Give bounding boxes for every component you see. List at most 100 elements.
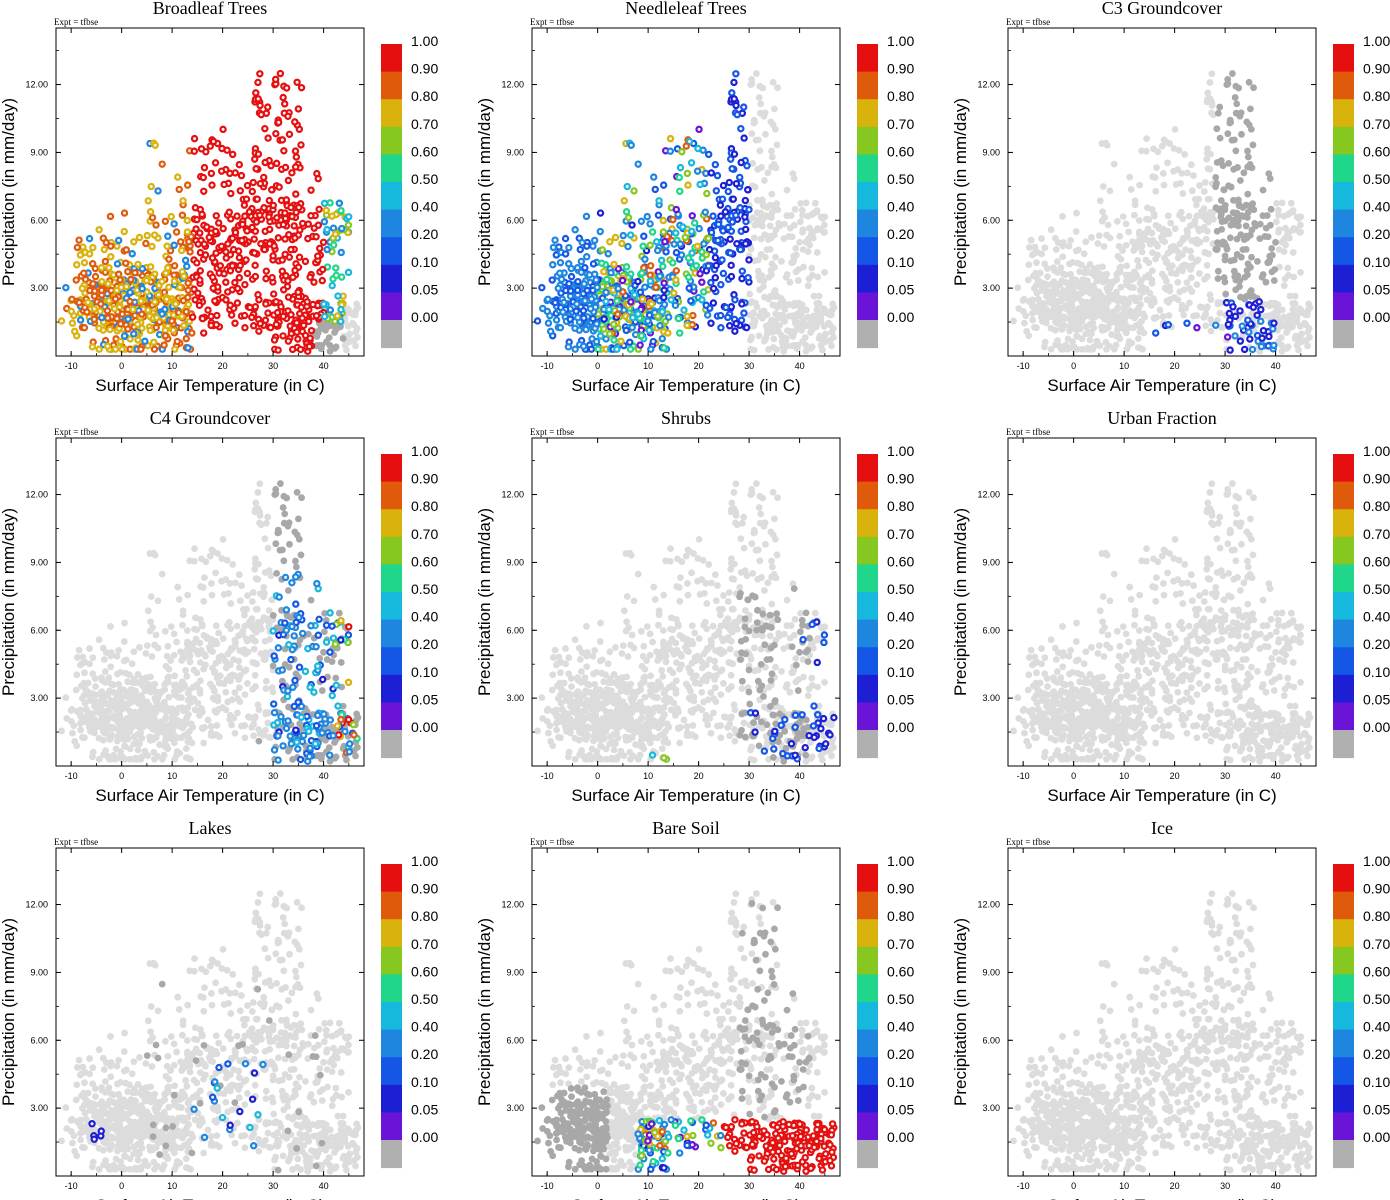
- data-point: [167, 212, 175, 221]
- background-point: [264, 513, 272, 521]
- zero-point: [1236, 112, 1244, 120]
- background-point: [205, 644, 213, 651]
- background-point: [1112, 341, 1120, 349]
- background-point: [165, 665, 173, 673]
- data-point: [290, 632, 298, 640]
- data-point: [312, 233, 320, 241]
- data-point: [158, 277, 166, 286]
- background-point: [90, 725, 98, 733]
- data-point: [592, 320, 601, 328]
- zero-point: [1221, 202, 1229, 209]
- data-point: [131, 269, 139, 277]
- background-point: [118, 755, 126, 763]
- data-point: [552, 316, 561, 324]
- data-point: [297, 141, 305, 149]
- data-point: [235, 273, 244, 282]
- data-point: [196, 248, 205, 257]
- data-point: [153, 313, 161, 322]
- data-point: [274, 346, 282, 354]
- background-point: [350, 321, 358, 329]
- colorbar-label: 0.40: [1363, 199, 1390, 215]
- y-tick-label: 6.00: [506, 215, 524, 225]
- background-point: [1073, 332, 1080, 340]
- data-point: [287, 655, 295, 664]
- data-point: [292, 319, 301, 327]
- colorbar-label: 0.80: [887, 88, 914, 104]
- background-point: [1113, 326, 1121, 334]
- background-point: [1050, 278, 1058, 286]
- background-point: [817, 315, 825, 323]
- data-point: [184, 300, 193, 309]
- background-point: [1155, 223, 1163, 231]
- background-point: [1043, 265, 1051, 272]
- data-point: [199, 173, 208, 182]
- background-point: [794, 277, 802, 284]
- data-point: [322, 638, 331, 646]
- background-point: [827, 311, 835, 319]
- background-point: [769, 319, 777, 327]
- data-point: [137, 345, 145, 353]
- data-point: [242, 256, 250, 264]
- background-point: [200, 597, 208, 605]
- data-point: [622, 326, 630, 335]
- background-point: [212, 659, 220, 667]
- background-point: [184, 591, 192, 599]
- background-point: [1273, 313, 1281, 320]
- background-point: [1305, 300, 1313, 308]
- data-point: [318, 276, 326, 285]
- background-point: [261, 535, 269, 543]
- background-point: [1297, 213, 1305, 221]
- data-point: [158, 160, 166, 168]
- background-point: [149, 624, 156, 631]
- zero-point: [1234, 196, 1242, 204]
- background-point: [1206, 79, 1214, 86]
- data-point: [270, 708, 279, 717]
- background-point: [1113, 217, 1121, 225]
- background-point: [1140, 329, 1148, 337]
- background-point: [126, 708, 134, 715]
- background-point: [1086, 336, 1094, 344]
- data-point: [241, 324, 249, 332]
- background-point: [1104, 324, 1112, 331]
- background-point: [805, 322, 813, 329]
- plot-frame: [55, 27, 365, 357]
- data-point: [318, 729, 326, 737]
- background-point: [267, 572, 275, 580]
- background-point: [248, 598, 256, 605]
- background-point: [1033, 324, 1040, 332]
- background-point: [1085, 286, 1093, 294]
- background-point: [1131, 211, 1138, 219]
- zero-point: [1226, 234, 1234, 242]
- background-point: [168, 727, 176, 735]
- x-tick-label: 20: [694, 361, 704, 371]
- background-point: [1200, 224, 1208, 231]
- background-point: [769, 78, 777, 86]
- data-point: [619, 231, 627, 240]
- background-point: [184, 704, 192, 711]
- colorbar-label: 0.20: [1363, 226, 1390, 242]
- data-point: [624, 213, 633, 222]
- background-point: [1168, 262, 1176, 270]
- data-point: [717, 324, 725, 332]
- colorbar-swatch: [381, 154, 402, 183]
- background-point: [160, 751, 168, 759]
- data-point: [291, 676, 299, 685]
- background-point: [236, 672, 244, 679]
- data-point: [250, 235, 258, 243]
- zero-point: [289, 756, 297, 763]
- data-point: [637, 217, 646, 226]
- data-point: [211, 159, 220, 167]
- data-point: [704, 234, 713, 243]
- zero-point: [1230, 256, 1238, 264]
- data-point: [196, 267, 205, 275]
- data-point: [291, 266, 299, 275]
- background-point: [1159, 313, 1167, 320]
- background-point: [260, 584, 268, 591]
- data-point: [309, 300, 317, 309]
- data-point: [163, 242, 171, 250]
- background-point: [750, 234, 758, 242]
- data-point: [249, 322, 258, 330]
- data-point: [224, 288, 232, 296]
- data-point: [622, 263, 631, 271]
- panel-title: C3 Groundcover: [1102, 0, 1222, 18]
